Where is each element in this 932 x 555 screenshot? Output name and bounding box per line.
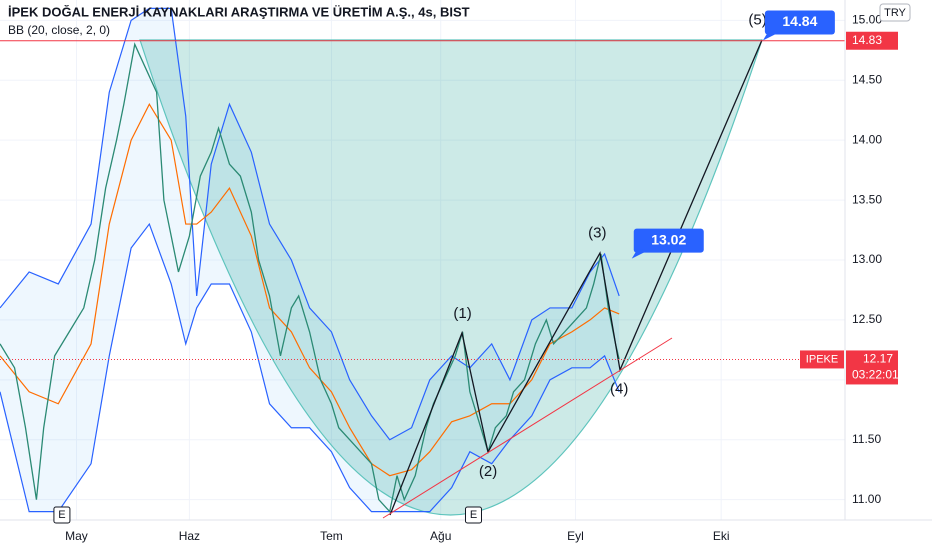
y-tick-label: 14.50 bbox=[852, 72, 882, 86]
x-tick-label: May bbox=[65, 529, 88, 543]
currency-label: TRY bbox=[884, 7, 906, 19]
y-tick-label: 13.00 bbox=[852, 252, 882, 266]
target-box bbox=[764, 10, 835, 35]
trend-line bbox=[382, 337, 673, 519]
x-tick-label: Eki bbox=[713, 529, 730, 543]
y-tick-label: 15.00 bbox=[852, 13, 882, 27]
x-tick-label: Ağu bbox=[430, 529, 451, 543]
symbol-label: IPEKE bbox=[806, 353, 838, 365]
currency-box bbox=[879, 3, 911, 22]
x-tick-label: Eyl bbox=[567, 529, 584, 543]
price-box bbox=[846, 31, 898, 50]
y-tick-label: 12.50 bbox=[852, 312, 882, 326]
wave-line bbox=[389, 39, 763, 516]
band-fill bbox=[0, 8, 620, 512]
target-label: 14.84 bbox=[782, 13, 817, 29]
series-line bbox=[0, 7, 620, 441]
last-price-label: 12.17 bbox=[863, 352, 893, 366]
wave-label: (5) bbox=[748, 11, 766, 28]
event-box bbox=[53, 506, 71, 524]
y-tick-label: 11.50 bbox=[852, 432, 881, 446]
y-tick-label: 14.00 bbox=[852, 132, 882, 146]
series-line bbox=[0, 222, 620, 513]
countdown-label: 03:22:01 bbox=[852, 368, 899, 382]
cup-shape bbox=[139, 39, 763, 516]
event-box bbox=[464, 506, 482, 524]
x-tick-label: Tem bbox=[320, 529, 343, 543]
price-box-label: 14.83 bbox=[852, 33, 882, 47]
target-pointer bbox=[631, 248, 648, 259]
event-label: E bbox=[470, 509, 477, 521]
target-pointer bbox=[762, 30, 779, 41]
symbol-box bbox=[800, 350, 844, 369]
indicator-label: BB (20, close, 2, 0) bbox=[8, 23, 110, 37]
target-box bbox=[633, 228, 704, 253]
wave-label: (1) bbox=[453, 305, 471, 322]
wave-label: (4) bbox=[610, 380, 628, 397]
wave-label: (3) bbox=[588, 225, 606, 242]
y-tick-label: 13.50 bbox=[852, 192, 882, 206]
series-line bbox=[0, 42, 620, 513]
y-tick-label: 11.00 bbox=[852, 492, 881, 506]
target-label: 13.02 bbox=[651, 231, 686, 247]
last-price-box bbox=[846, 350, 898, 385]
wave-label: (2) bbox=[479, 463, 497, 480]
chart-title: İPEK DOĞAL ENERJİ KAYNAKLARI ARAŞTIRMA V… bbox=[8, 4, 470, 19]
event-label: E bbox=[58, 509, 65, 521]
x-tick-label: Haz bbox=[179, 529, 200, 543]
plot-layer bbox=[0, 0, 845, 520]
